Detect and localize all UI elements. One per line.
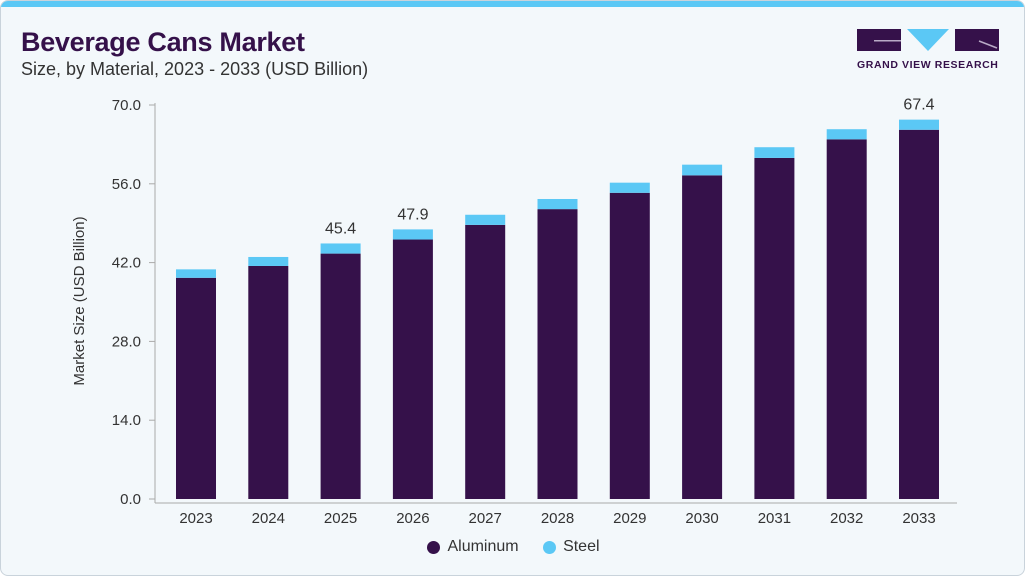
legend: Aluminum Steel (1, 538, 1024, 559)
x-tick-label: 2030 (685, 510, 718, 527)
bar-aluminum-2028 (537, 209, 578, 499)
x-tick-label: 2027 (469, 510, 502, 527)
y-axis-label: Market Size (USD Billion) (71, 216, 88, 385)
legend-item-steel: Steel (543, 538, 600, 556)
y-tick-label: 0.0 (120, 491, 141, 508)
legend-label-aluminum: Aluminum (447, 538, 519, 555)
y-tick-label: 42.0 (112, 255, 141, 272)
x-tick-label: 2024 (252, 510, 285, 527)
bar-steel-2030 (682, 164, 723, 176)
bar-steel-2029 (609, 182, 650, 193)
bar-steel-2031 (754, 147, 795, 158)
legend-swatch-aluminum (427, 540, 441, 554)
logo-text: GRAND VIEW RESEARCH (857, 59, 999, 71)
data-label-2033: 67.4 (903, 97, 934, 114)
bar-aluminum-2029 (609, 192, 650, 499)
x-tick-label: 2028 (541, 510, 574, 527)
legend-item-aluminum: Aluminum (427, 538, 519, 556)
y-tick-label: 28.0 (112, 333, 141, 350)
x-tick-label: 2026 (396, 510, 429, 527)
data-label-2025: 45.4 (325, 220, 356, 237)
bar-steel-2023 (176, 269, 216, 278)
bar-steel-2027 (465, 214, 506, 225)
bar-aluminum-2024 (248, 265, 289, 499)
bar-aluminum-2030 (682, 175, 723, 499)
y-tick-label: 70.0 (112, 97, 141, 114)
bar-aluminum-2026 (392, 239, 433, 499)
x-tick-label: 2029 (613, 510, 646, 527)
x-tick-label: 2025 (324, 510, 357, 527)
y-tick-label: 56.0 (112, 176, 141, 193)
y-tick-label: 14.0 (112, 412, 141, 429)
bar-steel-2032 (826, 129, 867, 140)
grand-view-research-logo (857, 29, 999, 51)
chart-subtitle: Size, by Material, 2023 - 2033 (USD Bill… (21, 59, 369, 79)
chart-title: Beverage Cans Market (21, 27, 305, 57)
bar-steel-2028 (537, 198, 578, 210)
bar-aluminum-2031 (754, 157, 795, 499)
bar-steel-2033 (899, 119, 939, 130)
bar-aluminum-2033 (899, 129, 939, 499)
top-accent-bar (1, 1, 1024, 7)
legend-label-steel: Steel (563, 538, 600, 555)
x-tick-label: 2032 (830, 510, 863, 527)
x-tick-label: 2031 (758, 510, 791, 527)
bar-aluminum-2027 (465, 224, 506, 500)
bar-steel-2026 (392, 229, 433, 240)
legend-swatch-steel (543, 540, 557, 554)
bar-aluminum-2032 (826, 139, 867, 499)
bar-aluminum-2025 (320, 253, 361, 499)
bar-steel-2024 (248, 256, 289, 266)
bar-steel-2025 (320, 243, 361, 254)
bar-aluminum-2023 (176, 277, 216, 499)
data-label-2026: 47.9 (397, 206, 428, 223)
x-tick-label: 2033 (902, 510, 935, 527)
x-tick-label: 2023 (179, 510, 212, 527)
